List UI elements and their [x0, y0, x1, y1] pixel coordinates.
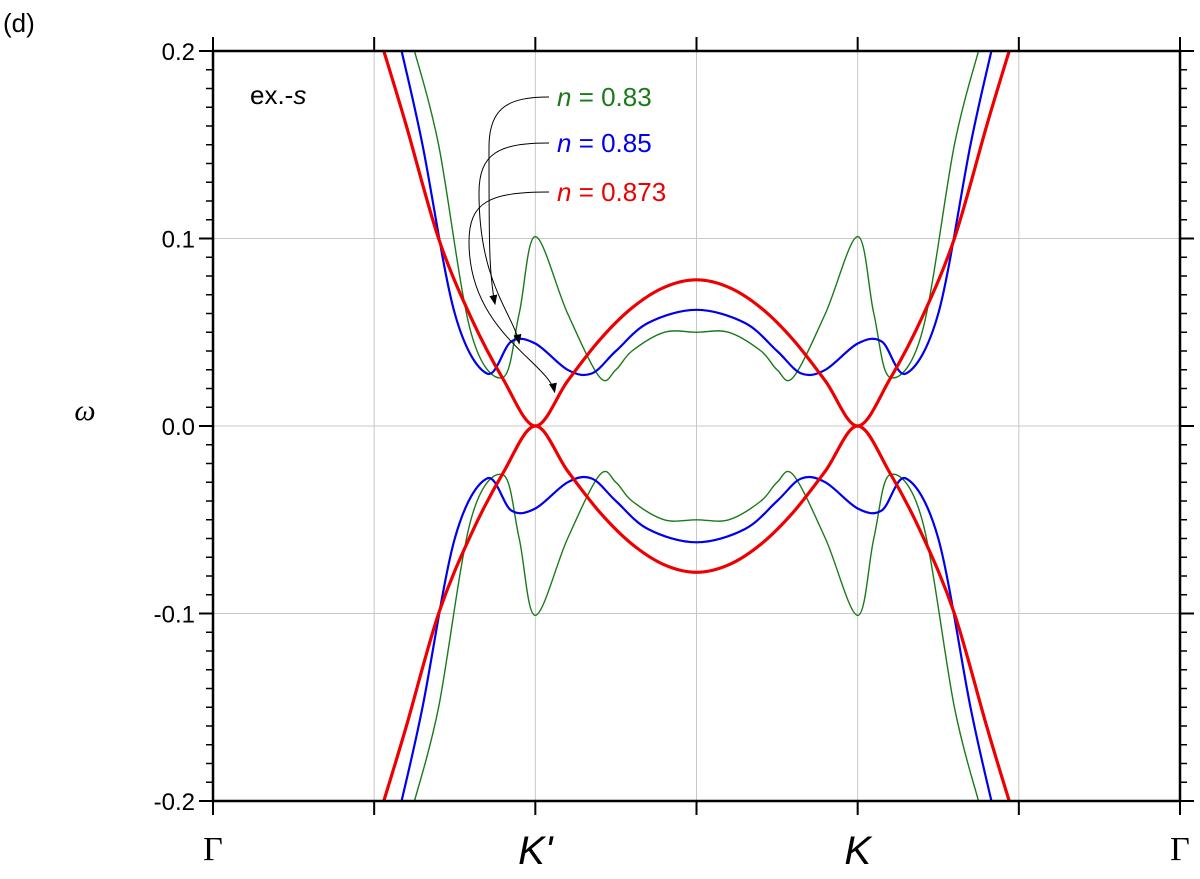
- inset-label: ex.-s: [250, 80, 306, 110]
- x-tick-label: Γ: [203, 831, 223, 868]
- series-0-band-upper-line: [413, 51, 980, 382]
- legend-label-var: n: [557, 128, 571, 158]
- legend-label-value: = 0.83: [571, 82, 651, 112]
- y-tick-label: -0.2: [154, 789, 195, 816]
- plot-frame: [211, 49, 1182, 803]
- y-tick-label: -0.1: [154, 602, 195, 629]
- y-tick-label: 0.2: [162, 39, 195, 66]
- inset-label-prefix: ex.-: [250, 80, 293, 110]
- series-0-band-lower-line: [413, 470, 980, 801]
- x-tick-label: K': [518, 829, 554, 873]
- series-2-band-upper-line: [382, 51, 1011, 428]
- y-axis-label: ω: [74, 394, 95, 427]
- legend-label-value: = 0.873: [571, 177, 666, 207]
- annotation-arrow-series-1: [478, 142, 550, 345]
- legend-label-series-2: n = 0.873: [557, 177, 666, 207]
- x-tick-label: K: [844, 829, 873, 873]
- series-1-band-upper-line: [400, 51, 993, 377]
- x-tick-label: Γ: [1170, 831, 1190, 868]
- curves-group: [382, 51, 1011, 801]
- panel-label: (d): [3, 8, 35, 38]
- y-tick-label: 0.1: [162, 227, 195, 254]
- legend-label-var: n: [557, 177, 571, 207]
- y-tick-label: 0.0: [162, 414, 195, 441]
- legend-label-value: = 0.85: [571, 128, 651, 158]
- series-2-band-lower-line: [382, 424, 1011, 801]
- series-1-band-lower-line: [400, 475, 993, 801]
- legend-label-series-0: n = 0.83: [557, 82, 652, 112]
- inset-label-italic: s: [293, 80, 306, 110]
- annotation-arrow-series-0: [488, 96, 550, 306]
- legend-label-series-1: n = 0.85: [557, 128, 652, 158]
- annotation-arrow-series-2: [468, 191, 557, 394]
- legend-label-var: n: [557, 82, 571, 112]
